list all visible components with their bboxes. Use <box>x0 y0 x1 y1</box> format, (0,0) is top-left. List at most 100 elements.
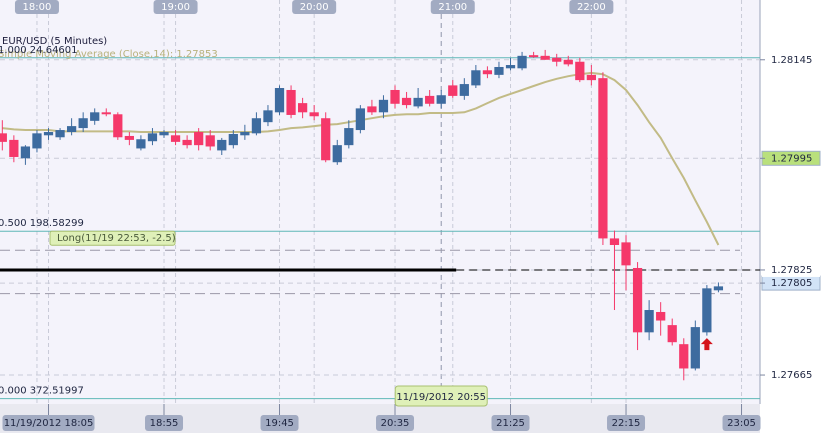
candle-body <box>540 55 550 60</box>
candle-body <box>552 57 562 62</box>
bottom-tick-label: 23:05 <box>727 418 756 429</box>
candle-body <box>32 133 42 149</box>
candle-body <box>702 288 712 333</box>
candle-body <box>401 97 412 106</box>
bottom-tick-label: 11/19/2012 18:05 <box>4 418 94 429</box>
candle-body <box>263 110 273 123</box>
candle-body <box>90 112 100 121</box>
candle-body <box>286 89 296 115</box>
candle-body <box>332 145 342 163</box>
candle-body <box>355 108 365 131</box>
grid <box>0 0 760 404</box>
bottom-tick-box <box>145 415 184 431</box>
top-tick-label: 20:00 <box>300 2 329 13</box>
candle-body <box>321 118 331 161</box>
bottom-tick-box <box>722 415 761 431</box>
candle-body <box>575 61 585 81</box>
candle-body <box>632 267 643 333</box>
candle-body <box>182 139 192 146</box>
candle-body <box>425 95 435 104</box>
position-label: Long(11/19 22:53, -2.5) <box>57 233 176 244</box>
fib-label: 0.000 372.51997 <box>0 386 84 397</box>
fib-label: 0.500 198.58299 <box>0 218 84 229</box>
top-tick-box <box>14 0 59 14</box>
candle-body <box>713 286 724 291</box>
bottom-tick-box <box>260 415 299 431</box>
candle-body <box>217 139 227 151</box>
top-tick-box <box>430 0 475 14</box>
y-tick-label: 1.27995 <box>771 153 812 164</box>
candle-body <box>240 132 250 136</box>
bottom-tick-box <box>2 415 95 431</box>
candle-body <box>309 112 319 117</box>
y-tick-box <box>762 52 820 67</box>
candle-body <box>136 139 146 149</box>
candle-body <box>448 85 458 96</box>
candle-body <box>194 132 204 146</box>
y-tick-label: 1.27825 <box>771 265 812 276</box>
top-tick-label: 22:00 <box>577 2 606 13</box>
top-tick-label: 19:00 <box>161 2 190 13</box>
candle-body <box>413 97 423 107</box>
y-tick-label: 1.27805 <box>771 278 812 289</box>
candle-body <box>378 99 389 113</box>
bottom-tick-box <box>607 415 646 431</box>
candle-body <box>367 106 377 113</box>
candle-body <box>113 114 123 138</box>
y-tick-label: 1.27665 <box>771 370 812 381</box>
bottom-tick-box <box>376 415 415 431</box>
bottom-tick-box <box>491 415 530 431</box>
candle-body <box>598 78 608 239</box>
bottom-tick-label: 20:35 <box>381 418 410 429</box>
indicator-label: Simple Moving Average (Close,14): 1.2785… <box>0 49 218 60</box>
top-tick-label: 18:00 <box>23 2 52 13</box>
candle-body <box>159 132 169 136</box>
candle-body <box>124 135 134 140</box>
candle-body <box>471 70 481 86</box>
candle-body <box>78 118 88 129</box>
candle-body <box>621 242 631 266</box>
candle-body <box>170 135 181 142</box>
candle-body <box>251 118 262 134</box>
candle-body <box>494 66 504 75</box>
candle-body <box>436 95 446 104</box>
candle-body <box>205 135 215 147</box>
candle-body <box>43 132 54 136</box>
y-tick-box <box>762 368 820 383</box>
y-tick-box <box>762 262 820 277</box>
candle-body <box>690 327 700 369</box>
levels <box>0 57 760 400</box>
candle-body <box>0 133 7 142</box>
candle-body <box>505 65 516 69</box>
top-tick-box <box>569 0 614 14</box>
bottom-tick-label: 19:45 <box>265 418 294 429</box>
plot-background <box>0 0 760 404</box>
candle-body <box>528 55 539 58</box>
candle-body <box>228 133 238 146</box>
candle-body <box>20 146 31 159</box>
candle-body <box>66 126 77 133</box>
candle-body <box>563 59 573 65</box>
candle-body <box>390 89 400 104</box>
signal-arrow <box>700 338 713 351</box>
position-box <box>49 230 176 246</box>
plot <box>0 49 724 381</box>
candle-body <box>101 112 111 115</box>
chart-title: EUR/USD (5 Minutes) <box>2 36 107 47</box>
bottom-tick-label: 21:25 <box>496 418 525 429</box>
candle-body <box>609 238 620 245</box>
candle-body <box>297 103 308 113</box>
top-tick-box <box>292 0 337 14</box>
candle-body <box>147 133 158 142</box>
candle-body <box>517 55 527 69</box>
y-tick-label: 1.28145 <box>771 55 812 66</box>
fib-label: 1.000 24.64601 <box>0 45 78 56</box>
candle-body <box>667 325 677 343</box>
candle-body <box>344 128 354 146</box>
candle-body <box>586 74 596 81</box>
top-tick-box <box>153 0 198 14</box>
price-axis <box>760 0 821 433</box>
